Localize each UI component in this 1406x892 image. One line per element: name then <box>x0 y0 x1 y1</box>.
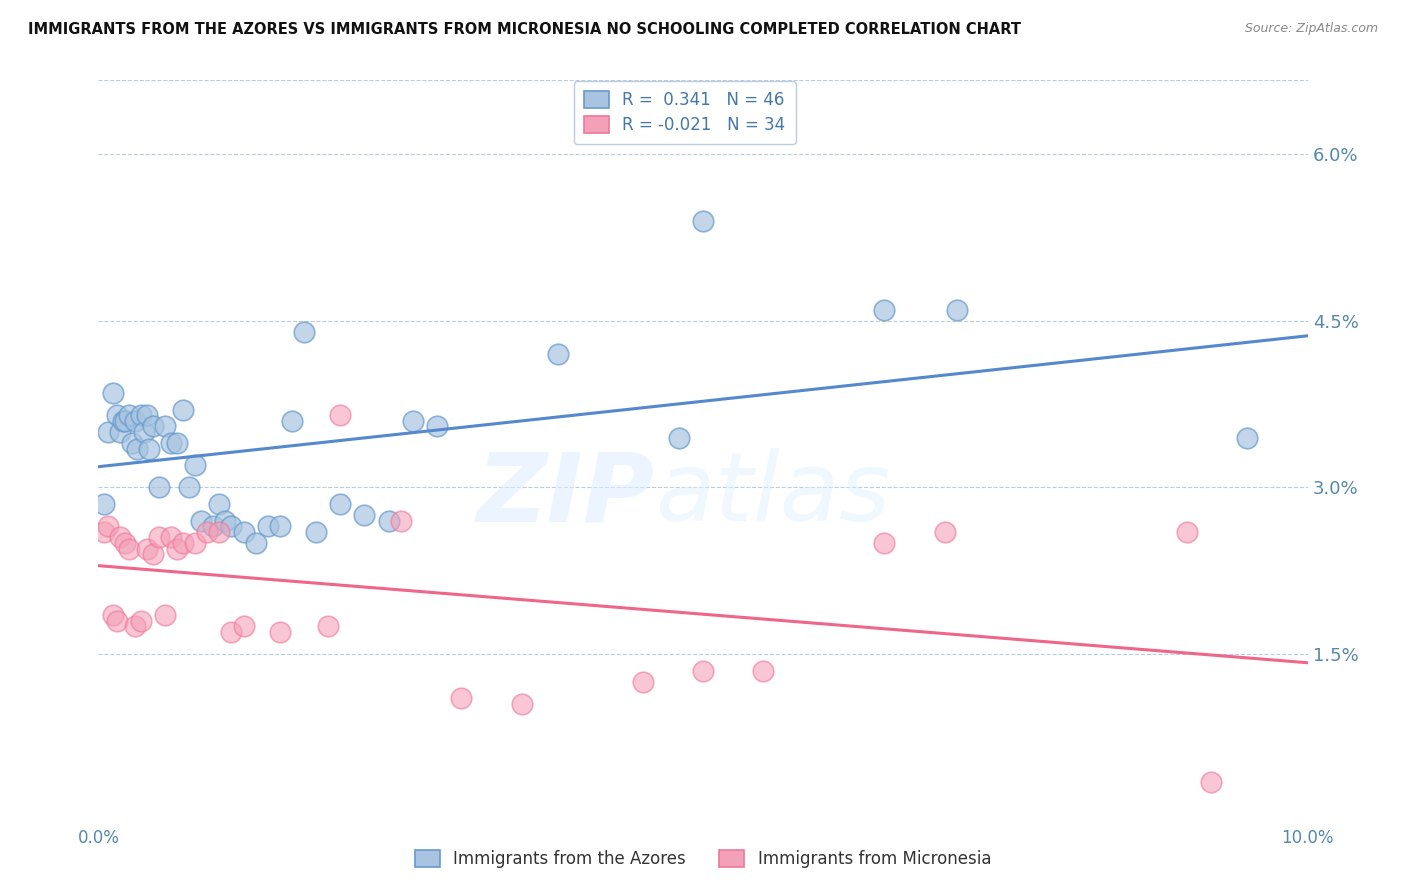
Point <box>108 425 131 439</box>
Point <box>692 214 714 228</box>
Point <box>179 481 201 495</box>
Point <box>208 524 231 539</box>
Text: Source: ZipAtlas.com: Source: ZipAtlas.com <box>1244 22 1378 36</box>
Point <box>190 514 212 528</box>
Point <box>160 531 183 545</box>
Point <box>292 325 315 339</box>
Point <box>305 524 328 539</box>
Point <box>142 419 165 434</box>
Point <box>353 508 375 523</box>
Legend: R =  0.341   N = 46, R = -0.021   N = 34: R = 0.341 N = 46, R = -0.021 N = 34 <box>574 81 796 145</box>
Point <box>426 419 449 434</box>
Point <box>631 674 654 689</box>
Point <box>934 524 956 539</box>
Point <box>377 514 399 528</box>
Point <box>160 436 183 450</box>
Point <box>232 619 254 633</box>
Point <box>127 442 149 456</box>
Point <box>245 536 267 550</box>
Point <box>221 519 243 533</box>
Point <box>329 409 352 423</box>
Point <box>221 624 243 639</box>
Point <box>111 414 134 428</box>
Point <box>172 536 194 550</box>
Point <box>184 536 207 550</box>
Point <box>450 691 472 706</box>
Point <box>153 608 176 623</box>
Point <box>134 425 156 439</box>
Point <box>93 524 115 539</box>
Point <box>510 697 533 711</box>
Point <box>172 402 194 417</box>
Point <box>389 514 412 528</box>
Point <box>129 614 152 628</box>
Text: atlas: atlas <box>655 449 890 541</box>
Point <box>402 414 425 428</box>
Point <box>105 614 128 628</box>
Point <box>946 302 969 317</box>
Point <box>138 442 160 456</box>
Point <box>1199 774 1222 789</box>
Point <box>269 624 291 639</box>
Point <box>118 409 141 423</box>
Point <box>208 497 231 511</box>
Text: ZIP: ZIP <box>477 449 655 541</box>
Point <box>135 541 157 556</box>
Point <box>129 409 152 423</box>
Point <box>166 436 188 450</box>
Point <box>142 547 165 561</box>
Legend: Immigrants from the Azores, Immigrants from Micronesia: Immigrants from the Azores, Immigrants f… <box>408 843 998 875</box>
Point <box>148 481 170 495</box>
Point <box>118 541 141 556</box>
Point <box>124 619 146 633</box>
Point <box>101 386 124 401</box>
Point <box>93 497 115 511</box>
Point <box>114 414 136 428</box>
Point <box>153 419 176 434</box>
Point <box>214 514 236 528</box>
Point <box>166 541 188 556</box>
Point <box>97 425 120 439</box>
Point <box>329 497 352 511</box>
Text: IMMIGRANTS FROM THE AZORES VS IMMIGRANTS FROM MICRONESIA NO SCHOOLING COMPLETED : IMMIGRANTS FROM THE AZORES VS IMMIGRANTS… <box>28 22 1021 37</box>
Point <box>195 524 218 539</box>
Point <box>692 664 714 678</box>
Point <box>148 531 170 545</box>
Point <box>1175 524 1198 539</box>
Point <box>668 430 690 444</box>
Point <box>97 519 120 533</box>
Point <box>256 519 278 533</box>
Point <box>1236 430 1258 444</box>
Point <box>121 436 143 450</box>
Point <box>232 524 254 539</box>
Point <box>873 536 896 550</box>
Point <box>873 302 896 317</box>
Point <box>202 519 225 533</box>
Point <box>184 458 207 473</box>
Point <box>316 619 339 633</box>
Point <box>281 414 304 428</box>
Point <box>135 409 157 423</box>
Point <box>547 347 569 361</box>
Point <box>105 409 128 423</box>
Point <box>101 608 124 623</box>
Point <box>114 536 136 550</box>
Point <box>108 531 131 545</box>
Point <box>124 414 146 428</box>
Point <box>752 664 775 678</box>
Point <box>269 519 291 533</box>
